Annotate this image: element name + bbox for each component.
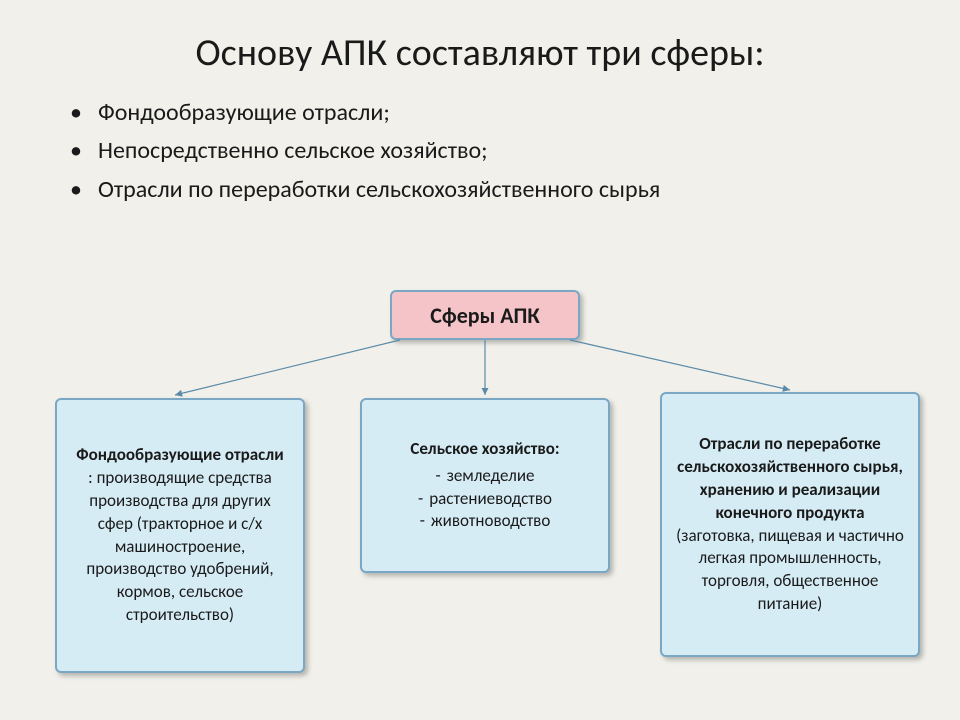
arrow-line — [570, 340, 790, 390]
child-2-list-item: земледелие — [376, 465, 594, 488]
child-node-1: Фондообразующие отрасли: производящие ср… — [55, 398, 305, 673]
root-node: Сферы АПК — [390, 290, 580, 340]
arrow-line — [175, 340, 400, 395]
child-2-list: земледелие растениеводство животноводств… — [376, 465, 594, 534]
bullet-item: Непосредственно сельское хозяйство; — [70, 132, 910, 170]
child-node-2: Сельское хозяйство: земледелие растениев… — [360, 398, 610, 573]
bullet-list: Фондообразующие отрасли; Непосредственно… — [70, 94, 910, 209]
bullet-item: Отрасли по переработки сельскохозяйствен… — [70, 171, 910, 209]
slide-title: Основу АПК составляют три сферы: — [50, 30, 910, 76]
child-2-list-item: растениеводство — [376, 488, 594, 511]
root-node-label: Сферы АПК — [430, 302, 540, 329]
child-2-list-item: животноводство — [376, 510, 594, 533]
child-3-desc: (заготовка, пищевая и частично легкая пр… — [676, 525, 904, 617]
child-3-title: Отрасли по переработке сельскохозяйствен… — [676, 433, 904, 525]
child-1-desc: : производящие средства производства для… — [71, 467, 289, 628]
slide: Основу АПК составляют три сферы: Фондооб… — [0, 0, 960, 720]
bullet-item: Фондообразующие отрасли; — [70, 94, 910, 132]
child-1-title: Фондообразующие отрасли — [71, 444, 289, 467]
child-2-title: Сельское хозяйство: — [376, 438, 594, 461]
child-node-3: Отрасли по переработке сельскохозяйствен… — [660, 392, 920, 657]
